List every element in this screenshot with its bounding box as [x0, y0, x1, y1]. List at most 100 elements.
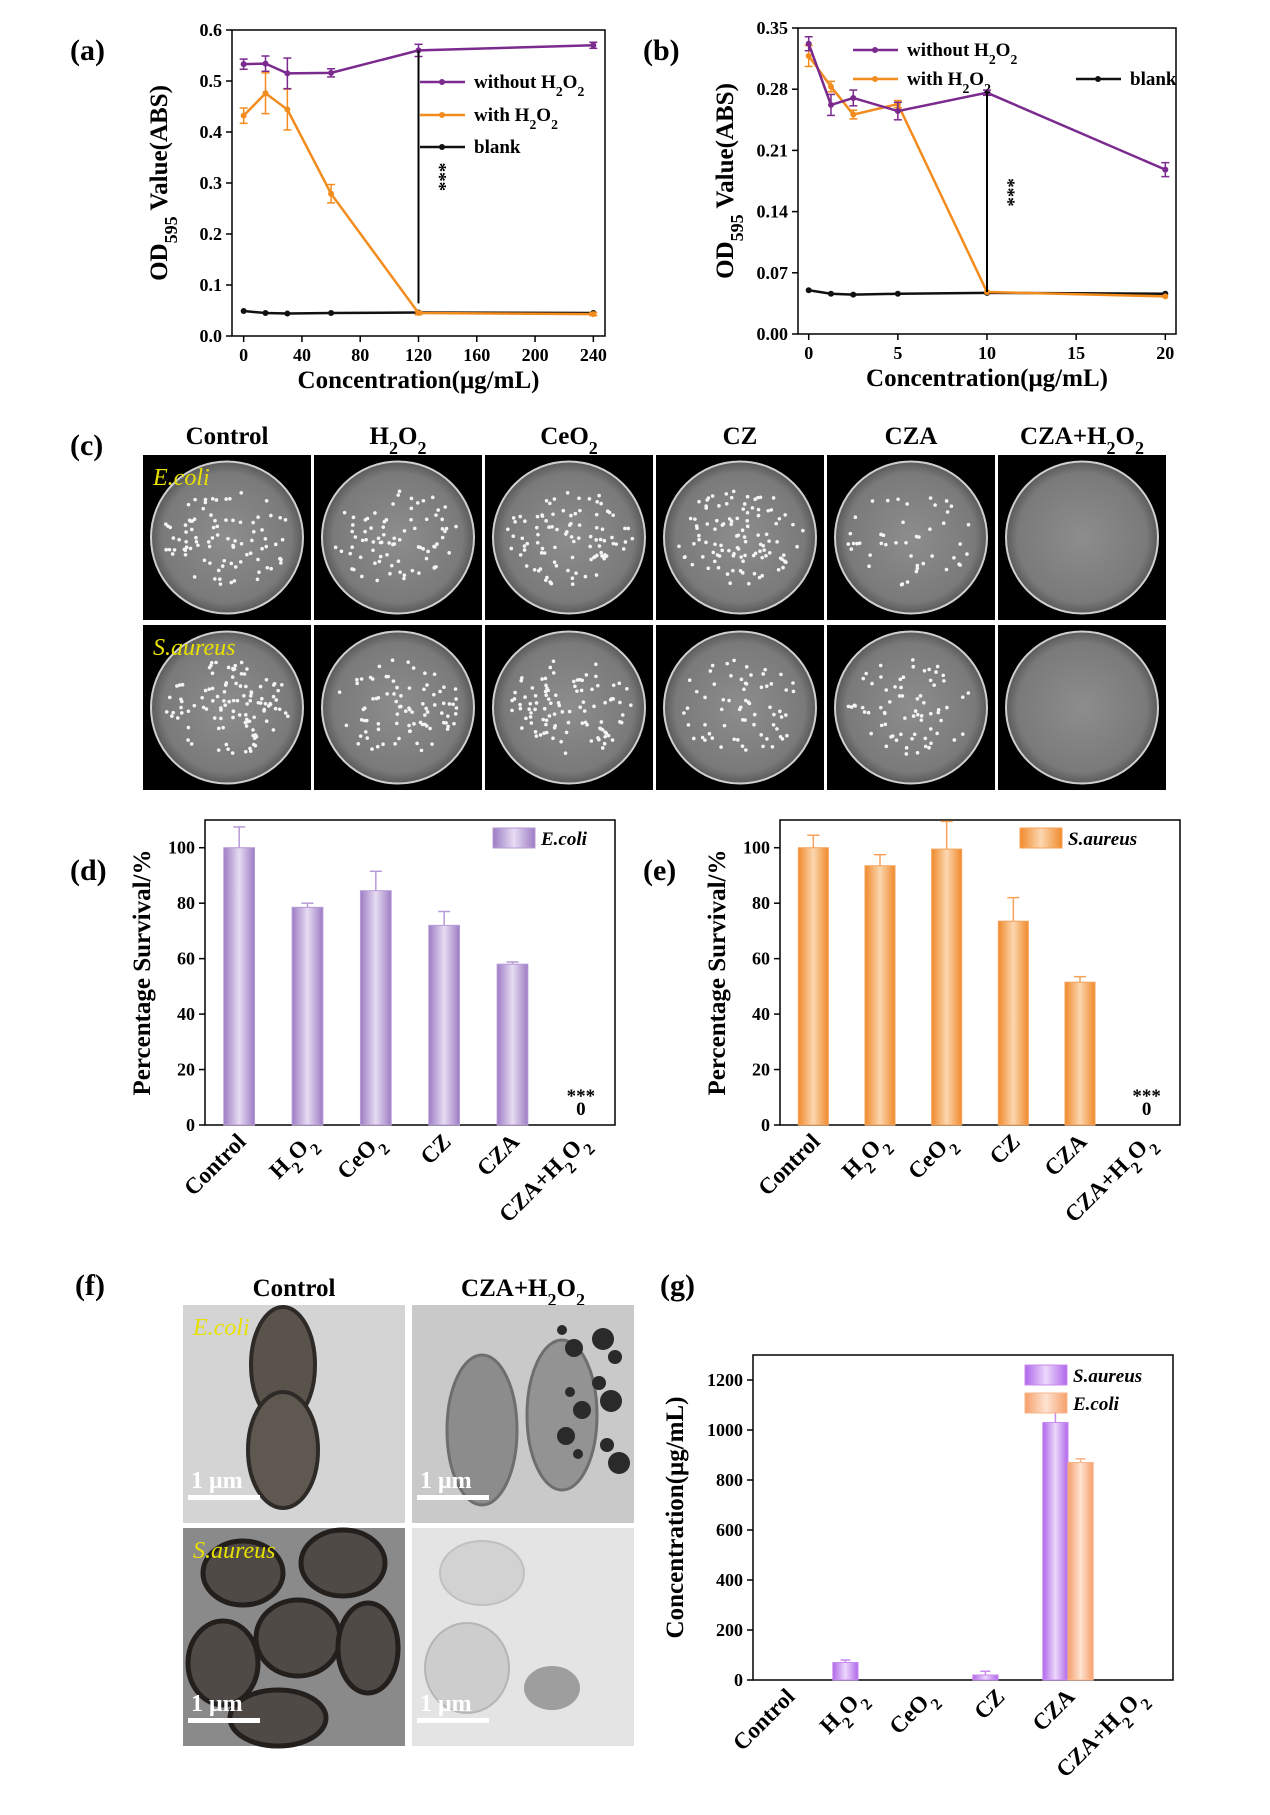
data-point [328, 190, 335, 197]
legend-label: blank [474, 137, 521, 158]
colony [529, 711, 533, 715]
colony [725, 572, 730, 576]
data-point [284, 70, 291, 77]
colony [605, 509, 610, 514]
colony [936, 710, 941, 715]
panel-label-b: (b) [643, 34, 680, 67]
colony [896, 497, 900, 502]
colony [570, 582, 575, 586]
colony [397, 537, 402, 542]
colony [245, 702, 249, 706]
tem-image: 1 μm [412, 1305, 634, 1523]
colony [603, 734, 607, 739]
colony [781, 553, 786, 557]
colony [553, 545, 557, 550]
damaged-cell [424, 1622, 510, 1714]
colony [200, 695, 204, 700]
colony [540, 546, 545, 551]
data-point [894, 290, 901, 297]
colony [238, 684, 243, 688]
colony [735, 738, 740, 742]
colony [569, 513, 573, 518]
colony [190, 527, 194, 532]
colony [911, 664, 916, 669]
colony [603, 700, 607, 705]
colony [167, 547, 172, 552]
chart-d: 0 20 40 60 80 100 Percentage Survival/% Control… [129, 819, 616, 1227]
colony [371, 548, 375, 553]
colony [884, 542, 888, 547]
plate-cell [143, 625, 311, 790]
colony [179, 705, 183, 710]
data-point [240, 61, 247, 68]
chart-e: 0 20 40 60 80 100 Percentage Survival/% Control… [704, 819, 1181, 1227]
colony [239, 541, 244, 546]
colony [436, 508, 441, 512]
colony [569, 535, 574, 539]
colony [846, 704, 851, 709]
y-tick-label: 20 [752, 1060, 770, 1080]
colony [700, 735, 705, 740]
colony [894, 541, 898, 545]
data-point [805, 52, 812, 59]
colony [738, 705, 743, 710]
colony [278, 515, 283, 520]
colony [630, 536, 635, 541]
data-point [827, 290, 834, 297]
colony [231, 518, 235, 523]
colony [527, 707, 531, 712]
colony [280, 537, 285, 542]
colony [614, 542, 619, 546]
category-label: Control [179, 1129, 251, 1201]
colony [447, 702, 452, 706]
colony [534, 701, 539, 705]
y-tick-label: 1200 [707, 1370, 743, 1390]
colony [567, 709, 572, 714]
text-part: CZA+H [461, 1275, 548, 1302]
colony [402, 529, 407, 533]
chart-b: 0 5 10 15 20 0.00 0.07 0.14 0.21 0.28 0.35 Concentr… [712, 18, 1177, 392]
colony [728, 581, 732, 586]
colony [703, 695, 707, 700]
colony [243, 720, 248, 725]
debris [608, 1350, 622, 1364]
colony [220, 564, 225, 568]
colony [756, 513, 761, 518]
colony [428, 726, 432, 731]
text-part: Control [179, 1129, 251, 1201]
colony [740, 571, 745, 575]
colony [524, 716, 528, 721]
colony [422, 687, 426, 692]
colony [785, 733, 789, 738]
legend-text: blank [1130, 69, 1177, 90]
plate-cell [485, 625, 653, 790]
colony [599, 720, 604, 724]
legend-text: O [563, 72, 578, 93]
colony [374, 696, 379, 701]
y-tick-label: 0.00 [757, 324, 789, 344]
colony [764, 684, 769, 688]
colony [365, 718, 369, 723]
petri-dish [1005, 630, 1159, 785]
colony [611, 513, 615, 518]
colony [772, 712, 776, 717]
colony [544, 683, 548, 688]
colony [397, 489, 402, 494]
colony [381, 532, 386, 537]
colony [795, 544, 799, 549]
colony [745, 510, 750, 515]
bar [997, 920, 1029, 1126]
bacterium-cell [298, 1527, 388, 1599]
colony [232, 579, 237, 583]
y-tick-label: 0.07 [757, 263, 789, 283]
plate-cell [656, 455, 824, 620]
colony [532, 567, 537, 572]
colony [721, 697, 726, 702]
colony [588, 544, 592, 549]
colony [551, 736, 555, 741]
colony [252, 715, 256, 720]
text-part: CZ [723, 423, 758, 450]
colony [399, 704, 403, 709]
colony [758, 495, 763, 500]
colony [899, 582, 904, 587]
